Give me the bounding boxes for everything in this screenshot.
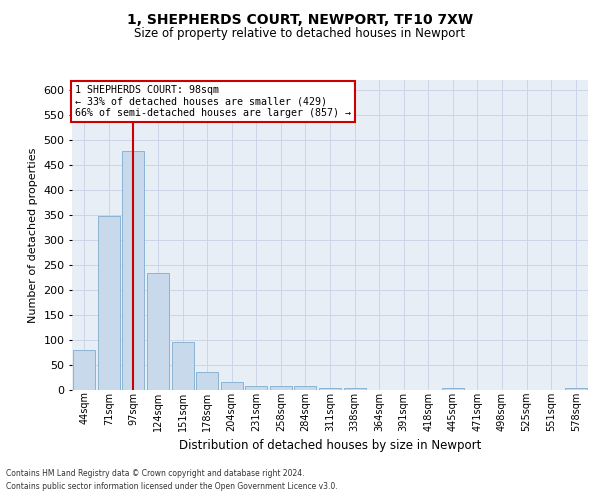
Bar bbox=[172, 342, 194, 390]
Bar bbox=[565, 388, 587, 390]
Bar bbox=[122, 151, 145, 390]
Text: Contains public sector information licensed under the Open Government Licence v3: Contains public sector information licen… bbox=[6, 482, 338, 491]
Bar bbox=[270, 386, 292, 390]
Bar bbox=[442, 388, 464, 390]
Bar bbox=[221, 382, 243, 390]
Bar bbox=[245, 386, 268, 390]
Bar bbox=[196, 372, 218, 390]
Text: Contains HM Land Registry data © Crown copyright and database right 2024.: Contains HM Land Registry data © Crown c… bbox=[6, 468, 305, 477]
X-axis label: Distribution of detached houses by size in Newport: Distribution of detached houses by size … bbox=[179, 439, 481, 452]
Text: 1 SHEPHERDS COURT: 98sqm
← 33% of detached houses are smaller (429)
66% of semi-: 1 SHEPHERDS COURT: 98sqm ← 33% of detach… bbox=[74, 84, 350, 118]
Text: Size of property relative to detached houses in Newport: Size of property relative to detached ho… bbox=[134, 28, 466, 40]
Bar bbox=[98, 216, 120, 390]
Bar bbox=[147, 272, 169, 390]
Bar bbox=[295, 386, 316, 390]
Y-axis label: Number of detached properties: Number of detached properties bbox=[28, 148, 38, 322]
Bar bbox=[73, 350, 95, 390]
Text: 1, SHEPHERDS COURT, NEWPORT, TF10 7XW: 1, SHEPHERDS COURT, NEWPORT, TF10 7XW bbox=[127, 12, 473, 26]
Bar bbox=[344, 388, 365, 390]
Bar bbox=[319, 388, 341, 390]
